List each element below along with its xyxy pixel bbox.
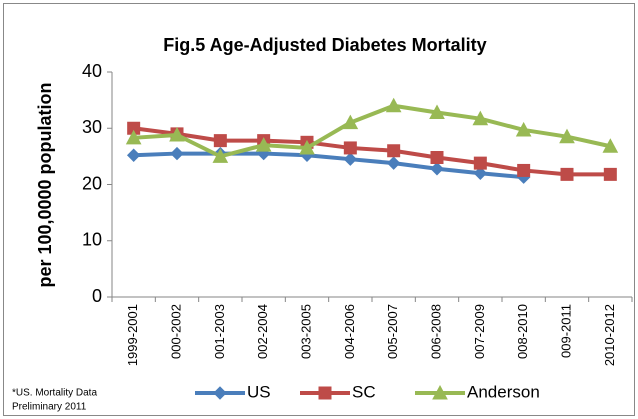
marker: [603, 167, 617, 181]
marker: [213, 134, 227, 148]
y-tick-label: 40: [82, 61, 102, 81]
marker: [472, 110, 489, 126]
x-tick-label: 001-2003: [212, 304, 227, 359]
x-tick-label: 1999-2001: [125, 304, 140, 366]
marker: [473, 156, 487, 170]
y-tick-label: 10: [82, 230, 102, 250]
marker: [342, 114, 359, 130]
marker: [169, 126, 185, 142]
note: *US. Mortality Data: [12, 388, 97, 399]
marker: [343, 141, 357, 155]
marker: [125, 129, 142, 145]
marker: [430, 151, 444, 164]
marker: [318, 386, 332, 400]
marker: [430, 162, 444, 176]
x-tick-label: 003-2005: [298, 304, 313, 359]
y-tick-label: 0: [92, 286, 102, 306]
marker: [126, 148, 141, 162]
marker: [432, 384, 448, 400]
marker: [560, 167, 574, 181]
y-tick-label: 30: [82, 117, 102, 137]
series-line: [133, 151, 524, 180]
legend-label: US: [247, 382, 271, 401]
x-tick-label: 008-2010: [515, 304, 530, 359]
x-tick-label: 009-2011: [558, 304, 573, 358]
note: Preliminary 2011: [12, 402, 87, 413]
legend-label: SC: [352, 382, 376, 401]
chart-title: Fig.5 Age-Adjusted Diabetes Mortality: [163, 35, 486, 55]
marker: [387, 144, 401, 158]
x-tick-label: 004-2006: [342, 304, 357, 359]
marker: [517, 163, 531, 177]
marker: [299, 139, 315, 155]
marker: [255, 137, 272, 152]
x-tick-label: 000-2002: [168, 304, 183, 359]
marker: [170, 146, 184, 161]
x-tick-label: 006-2008: [428, 304, 443, 359]
y-axis-label: per 100,0000 population: [35, 82, 55, 287]
marker: [473, 166, 488, 180]
marker: [429, 104, 445, 119]
marker: [385, 97, 402, 113]
x-tick-label: 007-2009: [472, 304, 487, 359]
series-line: [133, 126, 611, 177]
marker: [343, 152, 358, 166]
marker: [559, 128, 575, 144]
series-line: [133, 103, 611, 159]
legend-label: Anderson: [467, 382, 540, 401]
x-tick-label: 2010-2012: [602, 304, 617, 366]
marker: [386, 156, 401, 170]
y-tick-label: 20: [82, 173, 102, 193]
marker: [213, 386, 227, 400]
marker: [515, 121, 532, 137]
x-tick-label: 002-2004: [255, 304, 270, 359]
x-tick-label: 005-2007: [385, 304, 400, 359]
marker: [602, 138, 619, 153]
marker: [212, 148, 229, 163]
